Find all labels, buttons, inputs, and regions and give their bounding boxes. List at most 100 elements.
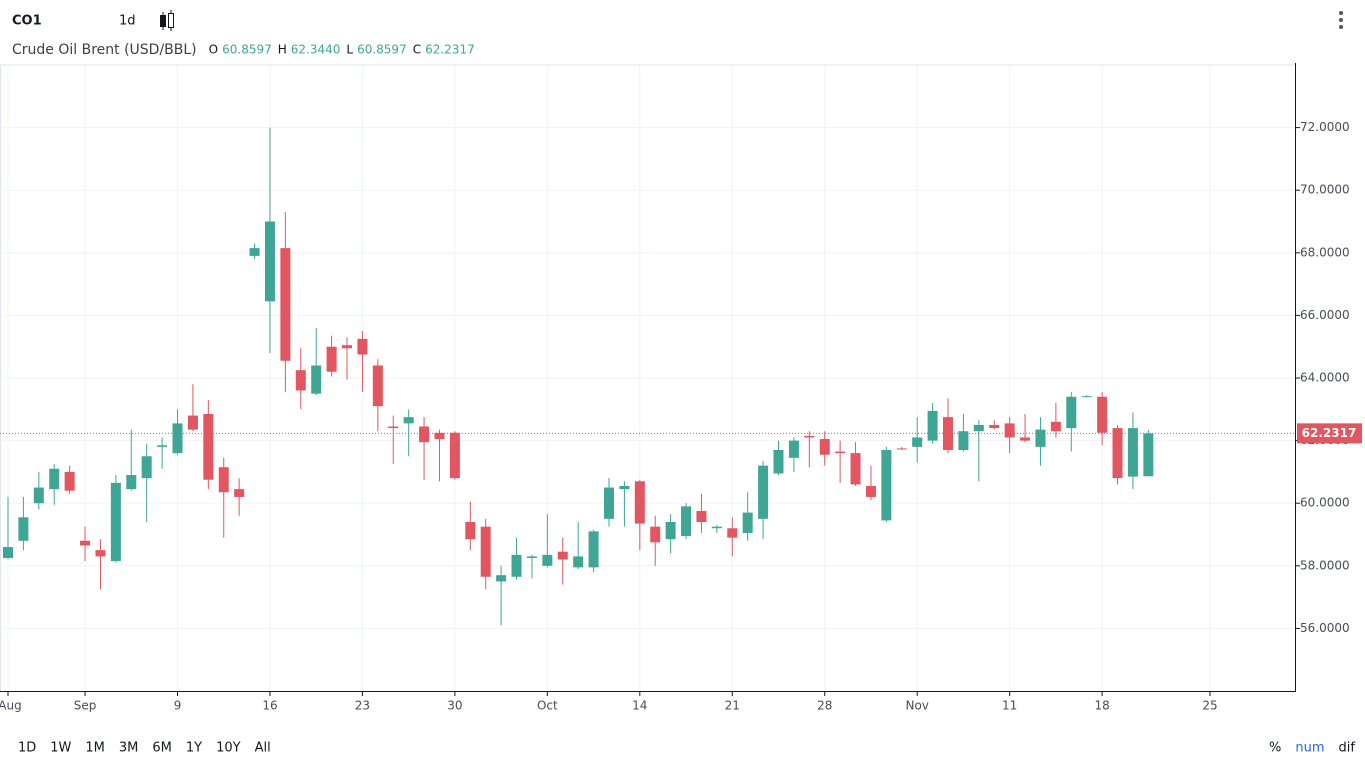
range-button[interactable]: 10Y [216, 741, 241, 756]
legend-key: O [209, 43, 218, 57]
x-tick-label: 25 [1202, 699, 1217, 713]
candle-body [758, 465, 769, 519]
legend-value: 62.3440 [291, 43, 341, 57]
candle-body [203, 413, 214, 480]
candle-body [603, 487, 614, 519]
legend-value: 60.8597 [357, 43, 407, 57]
axes: 56.000058.000060.000062.000064.000066.00… [0, 120, 1362, 713]
candle-body [187, 415, 198, 430]
candle-body [403, 417, 414, 424]
legend-value: 62.2317 [425, 43, 475, 57]
candle-body [1050, 421, 1061, 432]
scale-mode-button[interactable]: num [1295, 741, 1324, 756]
x-tick-label: 11 [1002, 699, 1017, 713]
candle-body [958, 431, 969, 450]
candle-body [95, 550, 106, 557]
legend-key: L [346, 43, 353, 57]
range-button[interactable]: All [255, 741, 271, 756]
candle-body [650, 526, 661, 543]
candle-body [110, 482, 121, 562]
x-tick-label: 14 [632, 699, 647, 713]
candle-body [465, 521, 476, 540]
candle-body [18, 517, 29, 541]
interval[interactable]: 1d [119, 14, 136, 29]
price-label-box [1297, 423, 1362, 444]
candle-body [280, 248, 291, 361]
candle-body [881, 449, 892, 521]
candle-body [773, 449, 784, 474]
scale-mode-button[interactable]: dif [1339, 741, 1356, 756]
candle-body [1035, 429, 1046, 447]
candle-body [727, 528, 738, 538]
candle-body [388, 426, 399, 429]
candle-body [1112, 428, 1123, 479]
candle-body [1004, 423, 1015, 438]
range-button[interactable]: 1D [18, 741, 36, 756]
range-button[interactable]: 1M [85, 741, 105, 756]
candle-body [326, 346, 337, 372]
x-tick-label: 9 [174, 699, 182, 713]
menu-icon[interactable] [1339, 11, 1343, 29]
candle-body [619, 485, 630, 490]
candle-body [249, 248, 260, 256]
y-tick-label: 66.0000 [1300, 308, 1350, 322]
candle-body [3, 547, 13, 558]
y-tick-label: 70.0000 [1300, 183, 1350, 197]
candle-body [927, 410, 938, 441]
symbol[interactable]: CO1 [12, 14, 42, 29]
y-tick-label: 64.0000 [1300, 371, 1350, 385]
candle-icon[interactable] [160, 10, 174, 31]
candle-body [1020, 437, 1031, 441]
y-tick-label: 72.0000 [1300, 120, 1350, 134]
x-tick-label: Oct [537, 699, 558, 713]
candle-body [141, 456, 152, 479]
range-button[interactable]: 1W [50, 741, 71, 756]
candle-body [419, 426, 430, 443]
range-button[interactable]: 6M [152, 741, 172, 756]
candle-body [1066, 396, 1077, 429]
x-tick-label: Sep [74, 699, 97, 713]
candle-body [788, 440, 799, 458]
candle-body [1127, 428, 1138, 477]
y-tick-label: 60.0000 [1300, 496, 1350, 510]
candle-body [850, 453, 861, 485]
x-tick-label: 16 [262, 699, 277, 713]
candle-body [1081, 396, 1092, 398]
candle-body [264, 221, 275, 302]
ohlc-legend: O 60.8597 H 62.3440 L 60.8597 C 62.2317 [209, 43, 475, 57]
y-tick-label: 58.0000 [1300, 558, 1350, 572]
candle-body [665, 521, 676, 540]
candle-body [573, 556, 584, 568]
candle-body [172, 423, 183, 454]
x-tick-label: 21 [725, 699, 740, 713]
candle-body [372, 365, 383, 407]
x-tick-label: 28 [817, 699, 832, 713]
candle-body [295, 370, 306, 391]
candle-body [157, 445, 168, 447]
x-tick-label: Nov [905, 699, 928, 713]
candle-body [742, 512, 753, 533]
candle-body [218, 467, 229, 493]
x-tick-label: 18 [1094, 699, 1109, 713]
candle-body [835, 451, 846, 454]
range-button[interactable]: 1Y [186, 741, 202, 756]
legend-key: H [278, 43, 287, 57]
candle-body [49, 468, 60, 490]
legend-value: 60.8597 [222, 43, 272, 57]
candle-body [311, 365, 322, 394]
candle-body [64, 471, 75, 491]
candle-body [342, 345, 353, 349]
candle-body [434, 432, 445, 440]
candle-body [804, 435, 815, 438]
candle-body [234, 489, 245, 497]
legend-key: C [413, 43, 421, 57]
scale-mode-button[interactable]: % [1269, 741, 1281, 756]
candle-body [511, 554, 522, 577]
range-button[interactable]: 3M [119, 741, 139, 756]
candle-body [588, 531, 599, 568]
candle-body [496, 575, 507, 582]
candle-body [449, 432, 460, 479]
candle-body [1143, 433, 1154, 477]
